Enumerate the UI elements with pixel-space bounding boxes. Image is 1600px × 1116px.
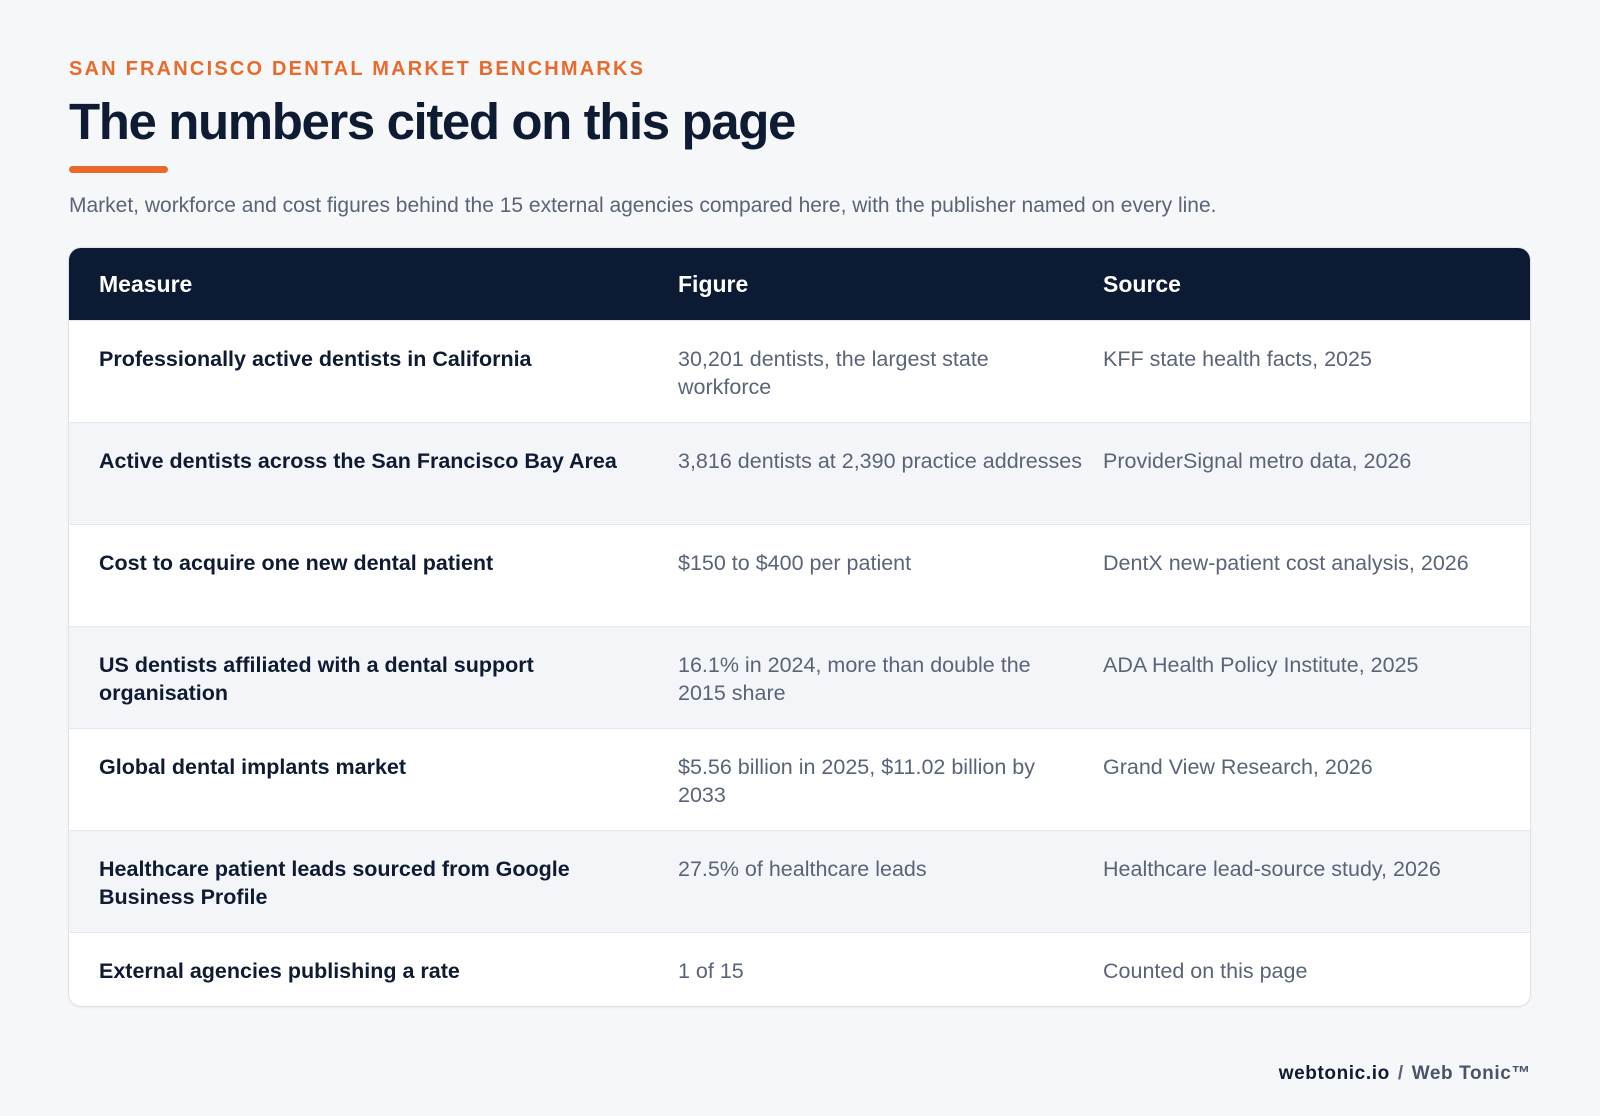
footer-separator: / — [1397, 1063, 1404, 1084]
column-header-figure: Figure — [678, 270, 749, 297]
title-accent-bar — [69, 166, 168, 173]
source-cell: ADA Health Policy Institute, 2025 — [1103, 653, 1419, 677]
page-title: The numbers cited on this page — [69, 93, 796, 150]
figure-cell: $5.56 billion in 2025, $11.02 billion by… — [678, 755, 1036, 807]
figure-cell: 1 of 15 — [678, 959, 744, 983]
source-cell: ProviderSignal metro data, 2026 — [1103, 449, 1412, 473]
footer-attribution: webtonic.io / Web Tonic™ — [1279, 1063, 1531, 1085]
figure-cell: 16.1% in 2024, more than double the 2015… — [678, 653, 1031, 705]
source-cell: KFF state health facts, 2025 — [1103, 347, 1372, 371]
column-header-source: Source — [1103, 270, 1181, 297]
measure-cell: External agencies publishing a rate — [99, 959, 460, 983]
figure-cell: 30,201 dentists, the largest state workf… — [678, 347, 989, 399]
table-row: Cost to acquire one new dental patient $… — [69, 524, 1530, 626]
figure-cell: 3,816 dentists at 2,390 practice address… — [678, 449, 1082, 473]
table-row: Healthcare patient leads sourced from Go… — [69, 830, 1530, 932]
footer-domain-link[interactable]: webtonic.io — [1278, 1063, 1390, 1084]
measure-cell: US dentists affiliated with a dental sup… — [99, 653, 534, 705]
page-subtitle: Market, workforce and cost figures behin… — [69, 194, 1217, 217]
table-row: US dentists affiliated with a dental sup… — [69, 626, 1530, 728]
source-cell: Counted on this page — [1103, 959, 1308, 983]
benchmarks-table: Measure Figure Source Professionally act… — [69, 248, 1530, 1006]
column-header-measure: Measure — [99, 270, 193, 297]
eyebrow-label: SAN FRANCISCO DENTAL MARKET BENCHMARKS — [69, 58, 646, 80]
source-cell: DentX new-patient cost analysis, 2026 — [1103, 551, 1469, 575]
measure-cell: Healthcare patient leads sourced from Go… — [99, 857, 570, 909]
footer-brand: Web Tonic™ — [1411, 1063, 1531, 1084]
source-cell: Grand View Research, 2026 — [1103, 755, 1373, 779]
measure-cell: Cost to acquire one new dental patient — [99, 551, 494, 575]
source-cell: Healthcare lead-source study, 2026 — [1103, 857, 1441, 881]
table-row: Active dentists across the San Francisco… — [69, 422, 1530, 524]
measure-cell: Active dentists across the San Francisco… — [99, 449, 617, 473]
measure-cell: Global dental implants market — [99, 755, 407, 779]
figure-cell: $150 to $400 per patient — [678, 551, 912, 575]
table-row: Professionally active dentists in Califo… — [69, 320, 1530, 422]
table-row: Global dental implants market $5.56 bill… — [69, 728, 1530, 830]
measure-cell: Professionally active dentists in Califo… — [99, 347, 532, 371]
table-row: External agencies publishing a rate 1 of… — [69, 932, 1530, 1006]
table-header: Measure Figure Source — [69, 248, 1530, 320]
figure-cell: 27.5% of healthcare leads — [678, 857, 927, 881]
